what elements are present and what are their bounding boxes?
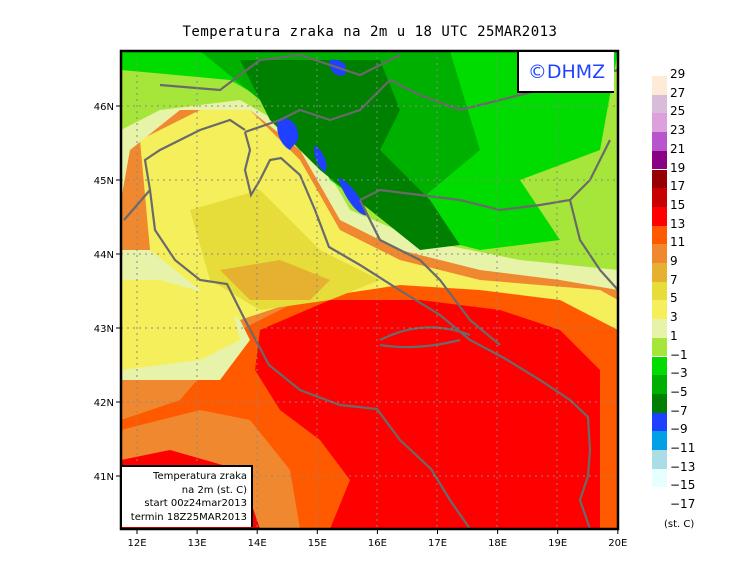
legend-swatch: [652, 431, 667, 450]
legend-swatch: [652, 337, 667, 357]
lat-tick-label: 41N: [94, 472, 114, 483]
region-dark-gold: [220, 260, 330, 300]
longitude-ticks: 12E 13E 14E 15E 16E 17E 18E 19E 20E: [127, 529, 627, 549]
legend-label: 29: [670, 67, 686, 81]
map-frame: [119, 49, 620, 531]
lat-tick-label: 46N: [94, 102, 114, 113]
lon-tick-label: 14E: [248, 538, 267, 549]
legend-swatch: [652, 113, 667, 133]
legend-label: −5: [670, 384, 688, 399]
lon-tick-label: 17E: [428, 538, 447, 549]
legend-label: −9: [670, 422, 688, 437]
region-cold-blue-4: [314, 145, 327, 172]
legend-label: 27: [670, 85, 686, 100]
legend-swatch: [652, 412, 667, 432]
legend-swatch: [652, 244, 667, 263]
legend-label: 11: [670, 235, 686, 250]
region-darkest-green: [240, 60, 460, 250]
legend-swatch: [652, 225, 667, 245]
lon-tick-label: 19E: [548, 538, 567, 549]
map-title: Temperatura zraka na 2m u 18 UTC 25MAR20…: [182, 24, 558, 40]
legend-label: 15: [670, 197, 686, 212]
legend-label: 17: [670, 179, 686, 194]
legend-swatch: [652, 76, 667, 95]
legend-label: 19: [670, 160, 686, 175]
lat-tick-label: 44N: [94, 250, 114, 261]
legend-unit: (st. C): [664, 519, 695, 530]
legend-swatch: [652, 468, 667, 488]
temperature-field: [121, 51, 618, 529]
lon-tick-label: 15E: [308, 538, 327, 549]
legend-label: 25: [670, 104, 686, 119]
legend-label: −3: [670, 366, 688, 381]
coastlines-borders: [123, 53, 618, 529]
legend-swatch: [652, 450, 667, 469]
info-line: Temperatura zraka: [153, 471, 247, 482]
legend-swatch: [652, 319, 667, 338]
region-cold-blue-2: [338, 178, 368, 216]
legend-label: 23: [670, 123, 686, 138]
legend-label: −15: [670, 478, 696, 493]
legend-swatch: [652, 150, 667, 170]
legend-label: 1: [670, 328, 678, 343]
legend-label: 9: [670, 254, 678, 268]
region-cold-blue-1: [277, 118, 299, 150]
lon-tick-label: 16E: [368, 538, 387, 549]
legend-swatch: [652, 132, 667, 151]
legend-label: 13: [670, 216, 686, 231]
lat-tick-label: 43N: [94, 324, 114, 335]
legend-label: −1: [670, 347, 688, 362]
legend-label: 5: [670, 291, 678, 306]
region-red: [255, 300, 600, 529]
lat-tick-label: 42N: [94, 398, 114, 409]
legend-label: −7: [670, 403, 688, 418]
legend-label: −17: [670, 497, 696, 512]
info-line: start 00z24mar2013: [144, 498, 247, 509]
lon-tick-label: 20E: [608, 538, 627, 549]
info-line: termin 18Z25MAR2013: [130, 511, 247, 523]
legend-label: 3: [670, 310, 678, 325]
info-box: Temperatura zraka na 2m (st. C) start 00…: [122, 465, 253, 527]
legend-swatch: [652, 375, 667, 394]
legend-swatch: [652, 206, 667, 226]
legend-swatch: [652, 169, 667, 189]
dhmz-logo: ©DHMZ: [517, 52, 614, 93]
region-yellow-italy: [121, 280, 240, 370]
legend-label: −11: [670, 441, 696, 455]
lon-tick-label: 13E: [188, 538, 207, 549]
legend-swatch: [652, 94, 667, 114]
info-line: na 2m (st. C): [181, 484, 247, 496]
lon-tick-label: 18E: [488, 538, 507, 549]
legend-label: −13: [670, 459, 696, 474]
legend-swatch: [652, 300, 667, 320]
legend-label: 21: [670, 141, 686, 156]
legend-swatch: [652, 281, 667, 301]
lon-tick-label: 12E: [127, 538, 146, 549]
legend-swatch: [652, 356, 667, 376]
lat-tick-label: 45N: [94, 176, 114, 187]
legend-swatch: [652, 393, 667, 413]
legend-label: 7: [670, 272, 678, 287]
legend-swatch: [652, 263, 667, 282]
latitude-ticks: 41N 42N 43N 44N 45N 46N: [94, 102, 121, 483]
legend-swatch: [652, 188, 667, 207]
grid-lines: [121, 51, 618, 529]
